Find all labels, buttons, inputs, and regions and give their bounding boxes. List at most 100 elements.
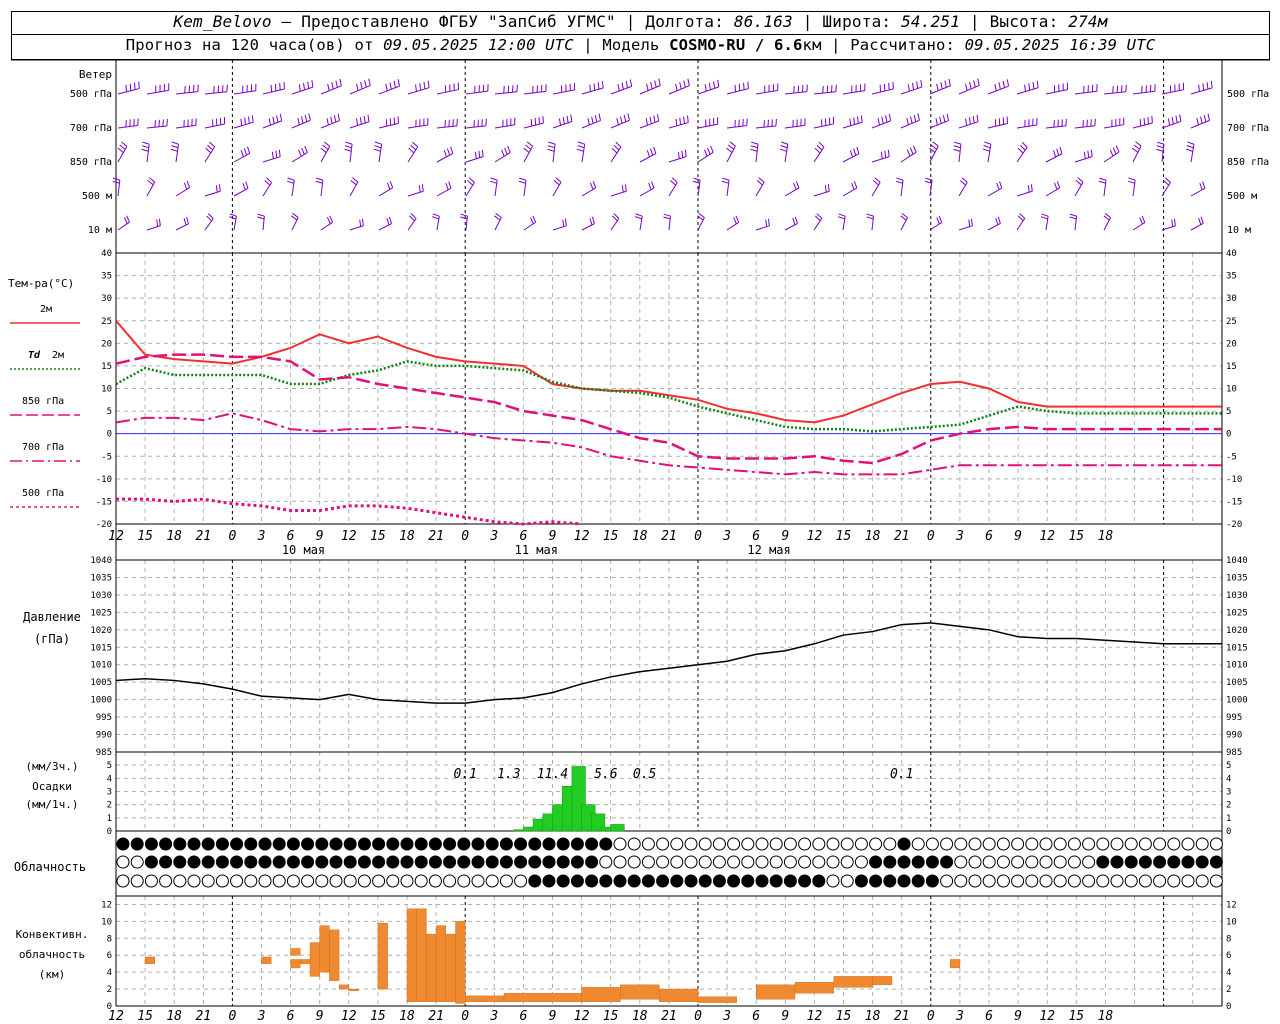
conv-ytick-right: 6	[1226, 951, 1231, 961]
wind-barb	[262, 88, 285, 95]
wind-barb	[465, 156, 484, 163]
wind-barb-flag	[1103, 215, 1110, 221]
cloud-symbol	[1195, 837, 1209, 851]
wind-barb	[1161, 144, 1165, 163]
pres-ytick: 1030	[90, 591, 112, 601]
wind-barb-flag	[996, 182, 1000, 190]
wind-barb	[320, 180, 324, 197]
wind-barb-flag	[1163, 180, 1170, 186]
wind-barb-flag	[687, 78, 690, 86]
cloud-symbol	[826, 837, 840, 851]
wind-barb-flag	[1175, 115, 1178, 123]
conv-title1: Конвективн.	[16, 928, 89, 941]
cloud-symbol	[1067, 874, 1081, 888]
cloud-symbol	[911, 837, 925, 851]
hour-label-bottom: 6	[519, 1009, 527, 1024]
legend-label: 850 гПа	[22, 396, 64, 407]
wind-barb	[262, 182, 273, 197]
conv-bar	[465, 995, 505, 1002]
prec-ytick-right: 3	[1226, 788, 1231, 798]
wind-barb-flag	[129, 83, 132, 91]
cloud-symbol	[414, 855, 428, 869]
cloud-symbol	[897, 837, 911, 851]
conv-bar	[290, 948, 301, 956]
wind-barb-flag	[388, 216, 392, 224]
wind-barb-flag	[412, 141, 419, 148]
hour-label: 6	[752, 529, 760, 544]
wind-barb-flag	[1059, 146, 1063, 154]
wind-barb	[581, 119, 601, 129]
wind-barb-flag	[326, 217, 331, 224]
wind-barb	[639, 120, 659, 129]
cloud-symbol	[840, 837, 854, 851]
conv-bar	[794, 982, 834, 994]
conv-bar	[261, 956, 272, 964]
wind-barb-flag	[824, 185, 827, 193]
wind-barb-flag	[555, 177, 562, 183]
cloud-symbol	[542, 837, 556, 851]
hour-label: 12	[1039, 529, 1055, 544]
cloud-symbol	[599, 855, 613, 869]
hour-label: 12	[341, 529, 357, 544]
conv-bar	[833, 976, 873, 988]
precip-total: 0.1	[890, 767, 913, 782]
prec-label: Осадки	[32, 780, 72, 793]
wind-barb-flag	[419, 83, 422, 91]
wind-barb-flag	[290, 215, 298, 221]
prec-ytick-right: 4	[1226, 774, 1231, 784]
cloud-symbol	[840, 874, 854, 888]
wind-barb-flag	[1202, 83, 1205, 91]
wind-barb-flag	[656, 114, 660, 122]
wind-barb-flag	[125, 84, 128, 92]
wind-barb	[436, 89, 459, 95]
wind-level-label: 10 м	[88, 225, 112, 236]
temp-series-3	[115, 412, 1222, 476]
wind-barb-flag	[206, 215, 212, 222]
wind-barb-flag	[1099, 177, 1107, 181]
wind-barb-flag	[297, 117, 300, 126]
wind-barb	[262, 156, 281, 163]
wind-barb	[610, 85, 632, 95]
conv-bars	[144, 908, 961, 1004]
wind-barb	[378, 144, 383, 163]
panel-frames	[11, 59, 1270, 1007]
cloud-symbol	[286, 837, 300, 851]
cloud-symbol	[599, 837, 613, 851]
wind-barb-flag	[917, 113, 920, 121]
hour-label: 12	[807, 529, 823, 544]
wind-barb	[552, 144, 556, 163]
wind-barb	[523, 122, 544, 129]
wind-barb	[726, 125, 747, 129]
wind-barb	[929, 180, 933, 197]
pres-ytick-right: 1010	[1226, 661, 1248, 671]
wind-barb-flag	[650, 148, 654, 156]
wind-barb-flag	[692, 180, 700, 184]
wind-barb-flag	[523, 147, 530, 153]
hour-label: 3	[257, 529, 266, 544]
wind-barb	[436, 187, 452, 197]
wind-barb-flag	[374, 141, 382, 145]
wind-barb	[233, 152, 250, 163]
conv-bar	[309, 942, 320, 977]
wind-barb-flag	[443, 150, 447, 157]
wind-barb-flag	[935, 118, 938, 126]
cloud-symbol	[1039, 837, 1053, 851]
cloud-symbol	[272, 855, 286, 869]
pres-ytick: 1020	[90, 626, 112, 636]
lon-label: Долгота:	[645, 12, 725, 31]
cloud-symbol	[315, 874, 329, 888]
wind-barb	[523, 180, 527, 197]
temperature-lines	[115, 320, 1222, 526]
wind-barb-flag	[558, 118, 562, 126]
cloud-symbol	[854, 874, 868, 888]
precip-bar	[610, 824, 625, 832]
wind-barb-flag	[683, 116, 685, 124]
wind-barb	[900, 119, 920, 129]
conv-ytick: 10	[101, 917, 112, 927]
wind-barb-flag	[888, 113, 892, 121]
wind-barb-flag	[1036, 80, 1039, 88]
conv-bar	[348, 988, 359, 991]
wind-barb-flag	[653, 115, 656, 123]
cloud-symbol	[244, 855, 258, 869]
cloud-symbol	[883, 874, 897, 888]
